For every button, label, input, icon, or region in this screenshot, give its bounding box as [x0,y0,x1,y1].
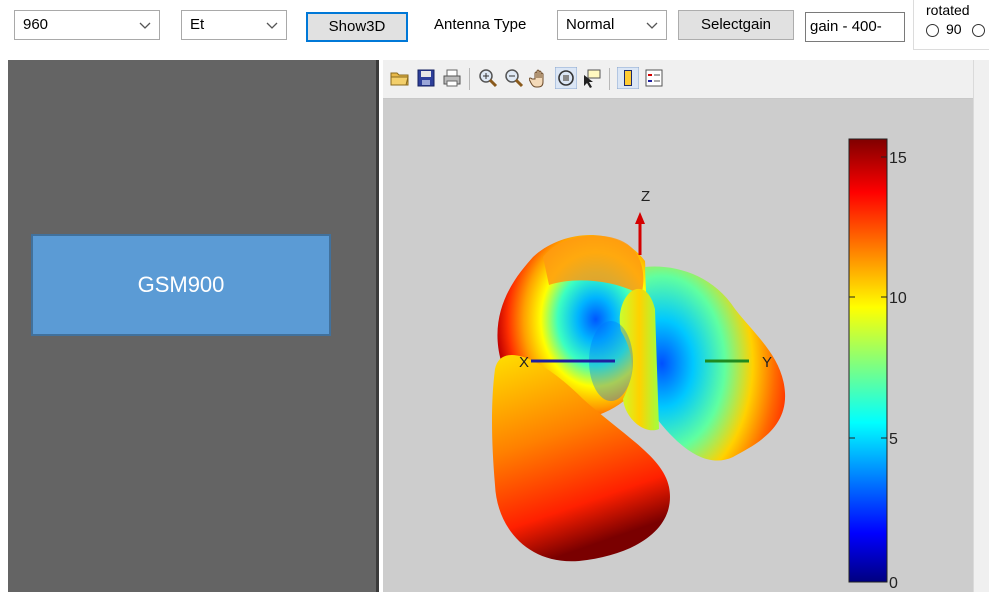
toolbar-separator [609,68,610,90]
open-icon[interactable] [389,67,411,89]
axis-y-label: Y [762,354,772,371]
rotated-groupbox: rotated 90 [913,0,989,50]
antenna-type-label: Antenna Type [434,16,527,33]
data-cursor-icon[interactable] [581,67,603,89]
gain-textbox[interactable]: gain - 400- [805,12,905,42]
field-dropdown[interactable]: Et [181,10,287,40]
chevron-down-icon [139,22,151,29]
antenna-type-dropdown[interactable]: Normal [557,10,667,40]
colorbar-tick-15: 15 [889,150,907,167]
chevron-down-icon [266,22,278,29]
antenna-name-box: GSM900 [31,234,331,336]
left-panel: GSM900 [8,60,376,592]
frequency-value: 960 [23,16,49,33]
control-toolbar: 960 Et Show3D Antenna Type Normal Select… [0,0,989,60]
show3d-button[interactable]: Show3D [306,12,408,42]
rotated-next-radio[interactable] [972,24,985,37]
colorbar-tick-0: 0 [889,575,898,592]
radiation-pattern-plot: X Y Z 15 10 5 0 [492,138,907,592]
panel-divider[interactable] [376,60,379,592]
colorbar-tick-5: 5 [889,431,898,448]
pan-icon[interactable] [529,67,551,89]
zoom-in-icon[interactable] [477,67,499,89]
plot-area[interactable]: X Y Z 15 10 5 0 [383,99,973,592]
print-icon[interactable] [441,67,463,89]
figure-toolbar [383,60,973,99]
field-value: Et [190,16,205,33]
antenna-type-value: Normal [566,16,615,33]
zoom-out-icon[interactable] [503,67,525,89]
colorbar-tick-10: 10 [889,290,907,307]
axis-z-label: Z [641,188,650,205]
figure-window: X Y Z 15 10 5 0 [383,60,989,592]
rotated-label: rotated [926,2,970,18]
axis-x-label: X [519,354,529,371]
save-icon[interactable] [415,67,437,89]
radiation-pattern-surface [492,235,786,562]
rotated-90-label: 90 [946,21,962,37]
chevron-down-icon [646,22,658,29]
rotate3d-icon[interactable] [555,67,577,89]
frequency-dropdown[interactable]: 960 [14,10,160,40]
toolbar-separator [469,68,470,90]
selectgain-button[interactable]: Selectgain [678,10,794,40]
legend-icon[interactable] [643,67,665,89]
colorbar [848,138,888,583]
axis-z-arrow [635,212,645,255]
figure-scrollbar[interactable] [973,60,989,592]
colorbar-icon[interactable] [617,67,639,89]
rotated-90-radio[interactable] [926,24,939,37]
